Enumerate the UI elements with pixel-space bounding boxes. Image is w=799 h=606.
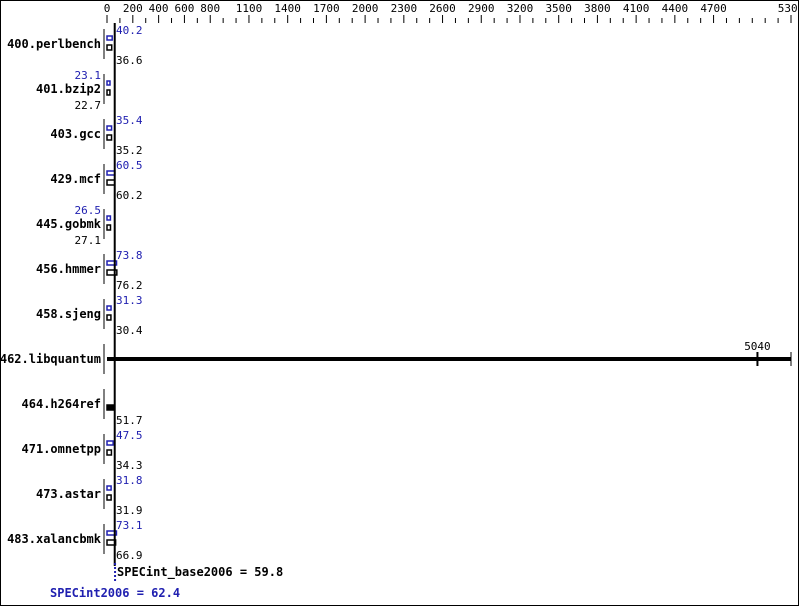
base-value-label: 34.3 [116,459,143,472]
x-tick-label: 1400 [274,2,301,15]
base-value-label: 22.7 [75,99,102,112]
benchmark-label: 403.gcc [50,127,101,141]
x-tick-label: 2300 [391,2,418,15]
peak-bar [106,125,113,131]
x-tick-label: 3500 [545,2,572,15]
base-value-label: 60.2 [116,189,143,202]
benchmark-label: 483.xalancbmk [7,532,102,546]
base-bar [106,269,118,276]
peak-value-label: 73.1 [116,519,143,532]
x-tick-label: 800 [200,2,220,15]
peak-value-label: 40.2 [116,24,143,37]
benchmark-label: 473.astar [36,487,101,501]
peak-value-label: 35.4 [116,114,143,127]
base-bar [106,404,115,411]
x-tick-label: 400 [149,2,169,15]
x-tick-label: 4700 [700,2,727,15]
peak-bar [106,485,112,491]
peak-bar [106,80,111,86]
base-bar [106,44,113,51]
base-bar [106,314,112,321]
base-bar [106,224,112,231]
base-bar [106,134,113,141]
x-tick-label: 2000 [352,2,379,15]
peak-value-label: 60.5 [116,159,143,172]
peak-bar [106,530,118,536]
peak-summary-label: SPECint2006 = 62.4 [50,586,180,600]
base-bar [106,179,116,186]
peak-value-label: 47.5 [116,429,143,442]
peak-value-label: 23.1 [75,69,102,82]
base-value-label: 66.9 [116,549,143,562]
base-value-label: 31.9 [116,504,143,517]
base-value-label: 51.7 [116,414,143,427]
base-value-label: 30.4 [116,324,143,337]
x-tick-label: 1700 [313,2,340,15]
base-bar [106,89,111,96]
benchmark-label: 429.mcf [50,172,101,186]
benchmark-label: 471.omnetpp [22,442,101,456]
base-value-label: 35.2 [116,144,143,157]
benchmark-label: 400.perlbench [7,37,101,51]
peak-bar [106,305,112,311]
peak-bar [106,440,114,446]
base-value-label: 76.2 [116,279,143,292]
x-tick-label: 200 [123,2,143,15]
x-tick-label: 5300 [778,2,799,15]
peak-value-label: 31.3 [116,294,143,307]
base-value-label: 36.6 [116,54,143,67]
peak-bar [106,35,113,41]
x-tick-label: 3200 [507,2,534,15]
peak-bar [106,215,112,221]
peak-value-label: 26.5 [75,204,102,217]
base-value-label: 5040 [744,340,771,353]
x-tick-label: 3800 [584,2,611,15]
x-tick-label: 4400 [662,2,689,15]
x-tick-label: 2600 [429,2,456,15]
benchmark-label: 458.sjeng [36,307,101,321]
base-summary-label: SPECint_base2006 = 59.8 [117,565,283,580]
benchmark-label: 456.hmmer [36,262,101,276]
benchmark-label: 464.h264ref [22,397,101,411]
peak-value-label: 31.8 [116,474,143,487]
x-tick-label: 1100 [236,2,263,15]
peak-bar [106,170,116,176]
base-bar [106,449,113,456]
x-tick-label: 4100 [623,2,650,15]
peak-value-label: 73.8 [116,249,143,262]
base-bar [106,494,112,501]
peak-bar [106,260,118,266]
base-bar [107,357,791,361]
x-tick-label: 600 [174,2,194,15]
x-tick-label: 0 [104,2,111,15]
benchmark-label: 462.libquantum [1,352,101,366]
base-value-label: 27.1 [75,234,102,247]
benchmark-label: 445.gobmk [36,217,102,231]
benchmark-label: 401.bzip2 [36,82,101,96]
x-tick-label: 2900 [468,2,495,15]
